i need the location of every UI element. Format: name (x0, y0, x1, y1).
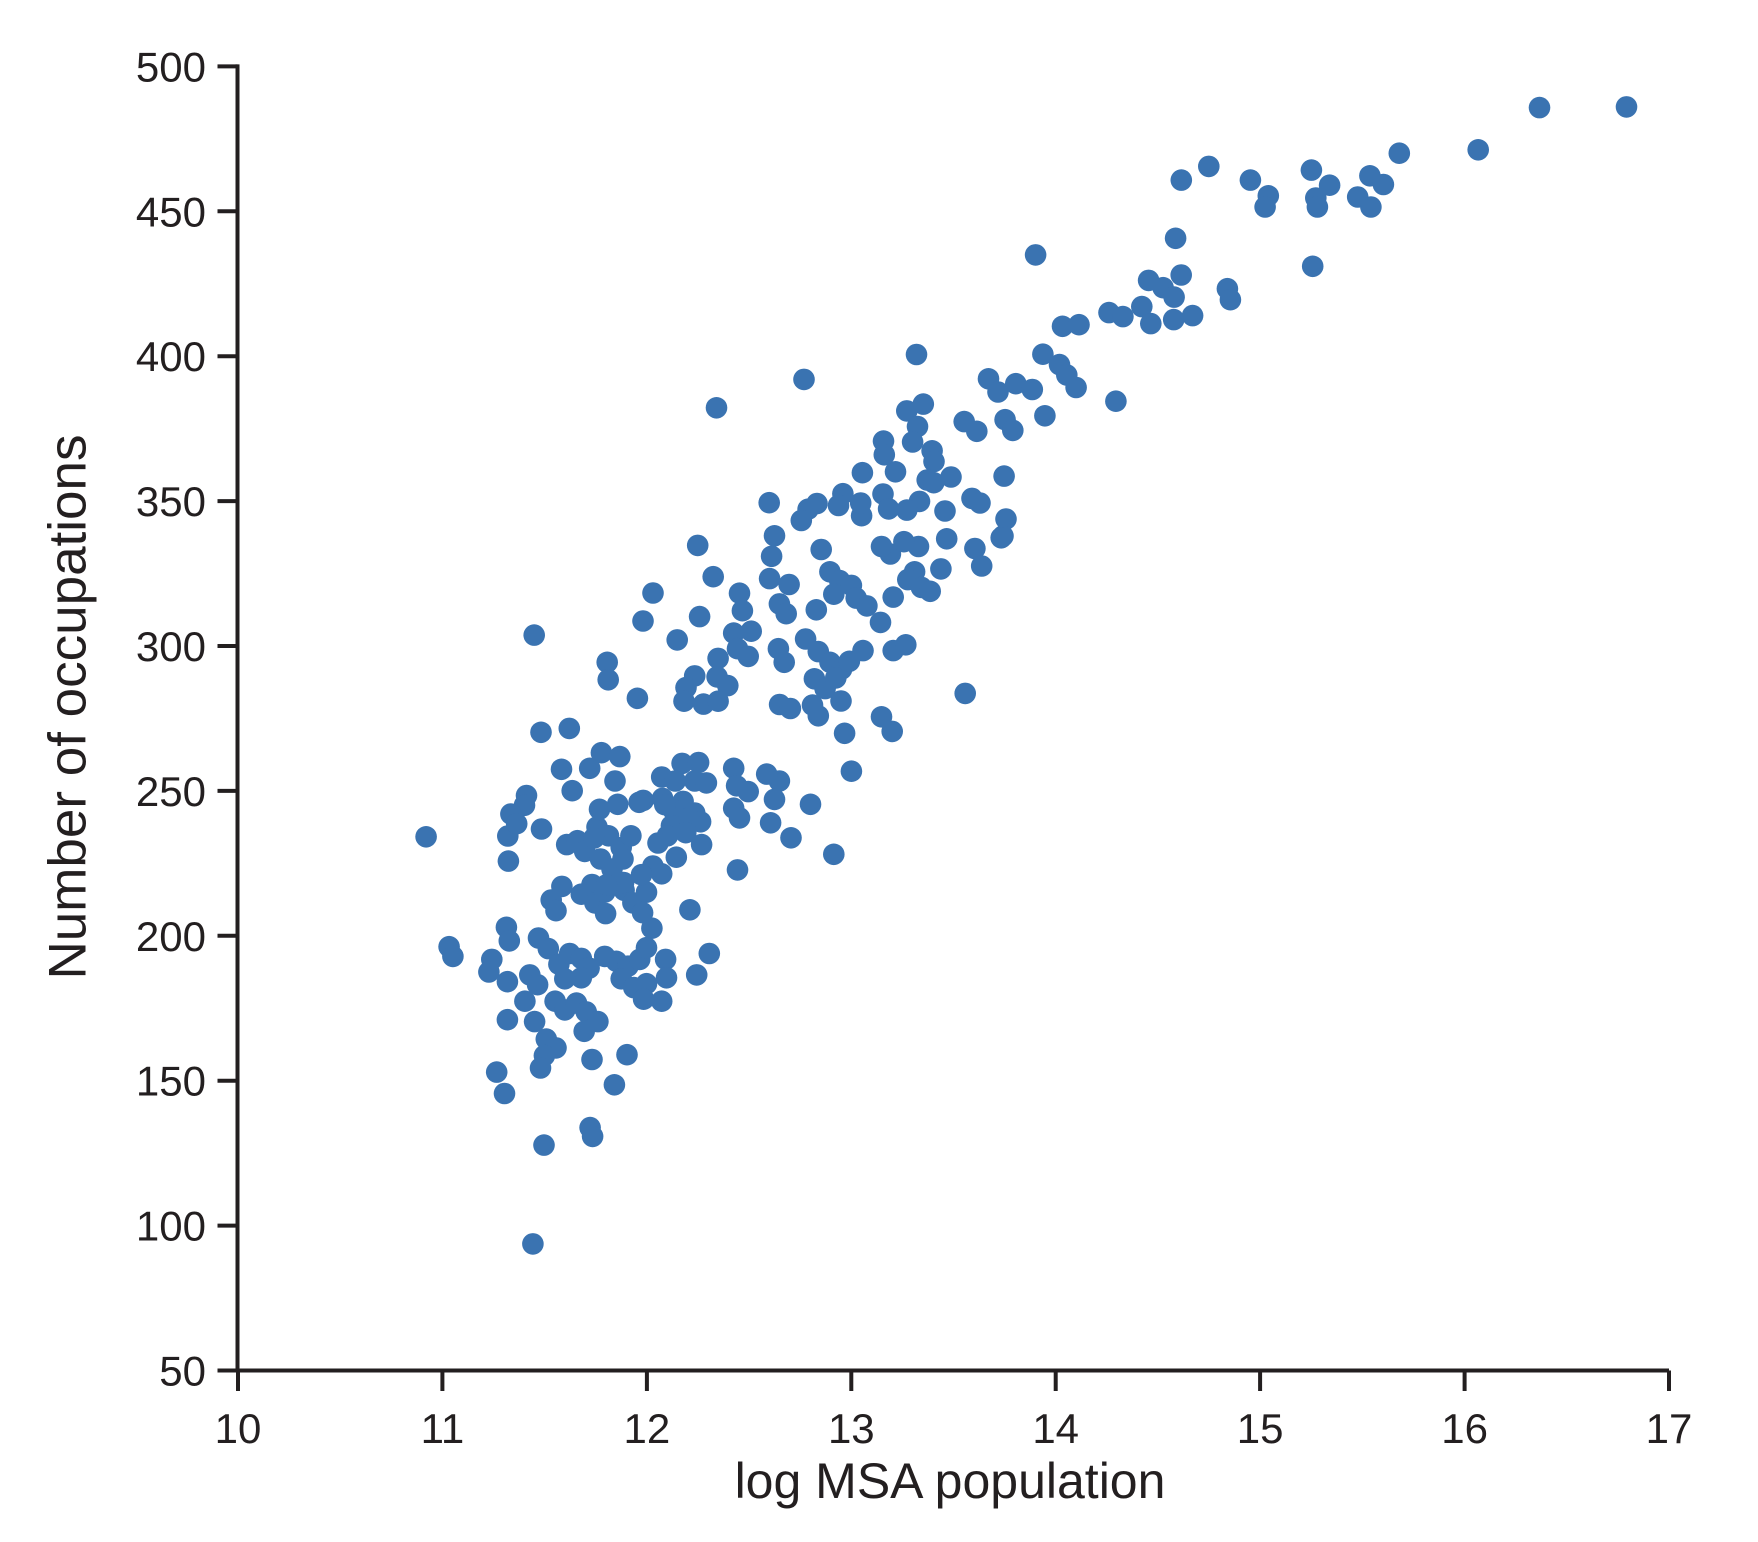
svg-text:450: 450 (136, 188, 206, 235)
svg-text:300: 300 (136, 623, 206, 670)
svg-text:17: 17 (1646, 1405, 1693, 1452)
svg-text:400: 400 (136, 333, 206, 380)
svg-text:Number of occupations: Number of occupations (39, 434, 98, 979)
svg-text:13: 13 (828, 1405, 875, 1452)
svg-text:150: 150 (136, 1058, 206, 1105)
svg-text:12: 12 (624, 1405, 671, 1452)
svg-text:100: 100 (136, 1203, 206, 1250)
svg-text:50: 50 (159, 1348, 206, 1395)
svg-text:500: 500 (136, 43, 206, 90)
svg-text:200: 200 (136, 913, 206, 960)
svg-text:log MSA population: log MSA population (735, 1453, 1166, 1509)
svg-text:10: 10 (215, 1405, 262, 1452)
svg-text:14: 14 (1032, 1405, 1079, 1452)
svg-text:350: 350 (136, 478, 206, 525)
svg-text:250: 250 (136, 768, 206, 815)
svg-text:16: 16 (1441, 1405, 1488, 1452)
svg-text:11: 11 (421, 1405, 465, 1452)
svg-text:15: 15 (1237, 1405, 1284, 1452)
